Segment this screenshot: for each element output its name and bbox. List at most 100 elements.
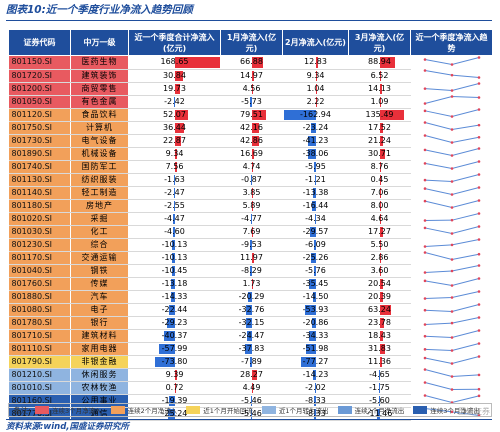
value-bar — [379, 330, 383, 341]
trend-sparkline — [423, 212, 481, 222]
value-bar — [379, 213, 381, 224]
cell-value: -25.26 — [302, 252, 329, 262]
trend-sparkline — [423, 303, 481, 313]
value-bar — [171, 252, 175, 263]
cell-value: 14.13 — [368, 83, 391, 93]
value-bar — [315, 70, 318, 81]
trend-point — [423, 87, 427, 90]
cell-code: 801020.SI — [8, 212, 71, 226]
cell-value: 8.76 — [370, 161, 389, 171]
cell-value: 31.83 — [368, 343, 391, 353]
value-bar — [379, 356, 382, 367]
cell-m3: 5.50 — [348, 238, 411, 252]
trend-point — [423, 245, 427, 248]
cell-value: 8.00 — [370, 200, 389, 210]
trend-sparkline — [423, 329, 481, 339]
trend-point — [477, 355, 481, 358]
header-code: 证券代码 — [8, 29, 71, 56]
cell-m1: 7.69 — [220, 225, 283, 239]
cell-industry: 交通运输 — [70, 251, 129, 265]
table-row: 801720.SI 建筑装饰 30.84 14.97 9.34 6.52 — [8, 69, 493, 83]
cell-m3: 6.52 — [348, 69, 411, 83]
value-bar — [284, 109, 316, 120]
cell-trend — [410, 329, 493, 342]
trend-point — [423, 368, 427, 371]
trend-point — [450, 218, 454, 222]
trend-sparkline — [423, 238, 481, 248]
value-bar — [250, 356, 252, 367]
cell-value: -4.60 — [164, 226, 185, 236]
cell-code: 801730.SI — [8, 134, 71, 148]
value-bar — [312, 187, 316, 198]
cell-code: 801010.SI — [8, 381, 71, 395]
cell-trend — [410, 108, 493, 121]
header-row: 证券代码 中万一级 近一个季度合计净流入(亿元) 1月净流入(亿元) 2月净流入… — [8, 29, 493, 56]
value-bar — [250, 213, 252, 224]
cell-trend — [410, 290, 493, 303]
cell-value: 9.39 — [165, 369, 184, 379]
trend-point — [450, 180, 454, 183]
trend-point — [477, 373, 481, 377]
cell-value: 0.45 — [370, 174, 389, 184]
cell-value: 18.43 — [368, 330, 391, 340]
legend-item: 连续3个月净流入 — [35, 405, 102, 415]
value-bar — [308, 148, 316, 159]
cell-trend — [410, 69, 493, 82]
source-rule — [6, 419, 492, 420]
cell-value: -41.23 — [302, 135, 329, 145]
value-bar — [168, 304, 175, 315]
trend-point — [450, 258, 454, 261]
trend-sparkline — [423, 186, 481, 196]
cell-value: 4.64 — [370, 213, 389, 223]
value-bar — [315, 57, 318, 68]
cell-total: -1.63 — [128, 173, 221, 187]
cell-m1: 42.86 — [220, 134, 283, 148]
cell-value: -162.94 — [300, 109, 331, 119]
cell-m3: -5.60 — [348, 394, 411, 408]
trend-sparkline — [423, 277, 481, 287]
trend-point — [477, 290, 481, 293]
cell-value: -23.24 — [302, 122, 329, 132]
cell-code: 801790.SI — [8, 355, 71, 369]
cell-trend — [410, 225, 493, 238]
trend-point — [423, 251, 427, 254]
trend-point — [450, 73, 454, 77]
cell-m1: -7.89 — [220, 355, 283, 369]
value-bar — [312, 200, 316, 211]
cell-value: 1.73 — [242, 278, 261, 288]
legend-swatch — [337, 406, 352, 414]
cell-m2: -6.09 — [282, 238, 349, 252]
trend-point — [450, 89, 454, 92]
cell-value: 168.65 — [160, 57, 189, 67]
cell-m1: -20.29 — [220, 290, 283, 304]
cell-value: -14.23 — [302, 369, 329, 379]
cell-industry: 非银金融 — [70, 355, 129, 369]
cell-value: 52.07 — [163, 109, 186, 119]
cell-value: 1.09 — [370, 96, 389, 106]
trend-point — [477, 316, 481, 319]
cell-code: 801720.SI — [8, 69, 71, 83]
value-bar — [244, 343, 252, 354]
cell-m2: -41.23 — [282, 134, 349, 148]
value-bar — [169, 395, 175, 406]
cell-total: 30.84 — [128, 69, 221, 83]
cell-value: -40.37 — [161, 330, 188, 340]
value-bar — [174, 57, 220, 68]
trend-point — [450, 63, 454, 66]
table-row: 801150.SI 医药生物 168.65 66.88 12.83 88.94 — [8, 55, 493, 70]
cell-value: 28.27 — [240, 369, 263, 379]
trend-point — [477, 82, 481, 85]
cell-code: 801230.SI — [8, 238, 71, 252]
cell-m2: -2.02 — [282, 381, 349, 395]
trend-point — [423, 279, 427, 283]
trend-point — [477, 387, 481, 391]
trend-point — [450, 296, 454, 299]
cell-value: 17.52 — [368, 122, 391, 132]
cell-code: 801040.SI — [8, 264, 71, 278]
cell-total: 0.72 — [128, 381, 221, 395]
value-bar — [173, 213, 175, 224]
trend-sparkline — [423, 264, 481, 274]
cell-industry: 休闲服务 — [70, 368, 129, 382]
cell-value: 6.52 — [370, 70, 389, 80]
cell-total: -4.60 — [128, 225, 221, 239]
